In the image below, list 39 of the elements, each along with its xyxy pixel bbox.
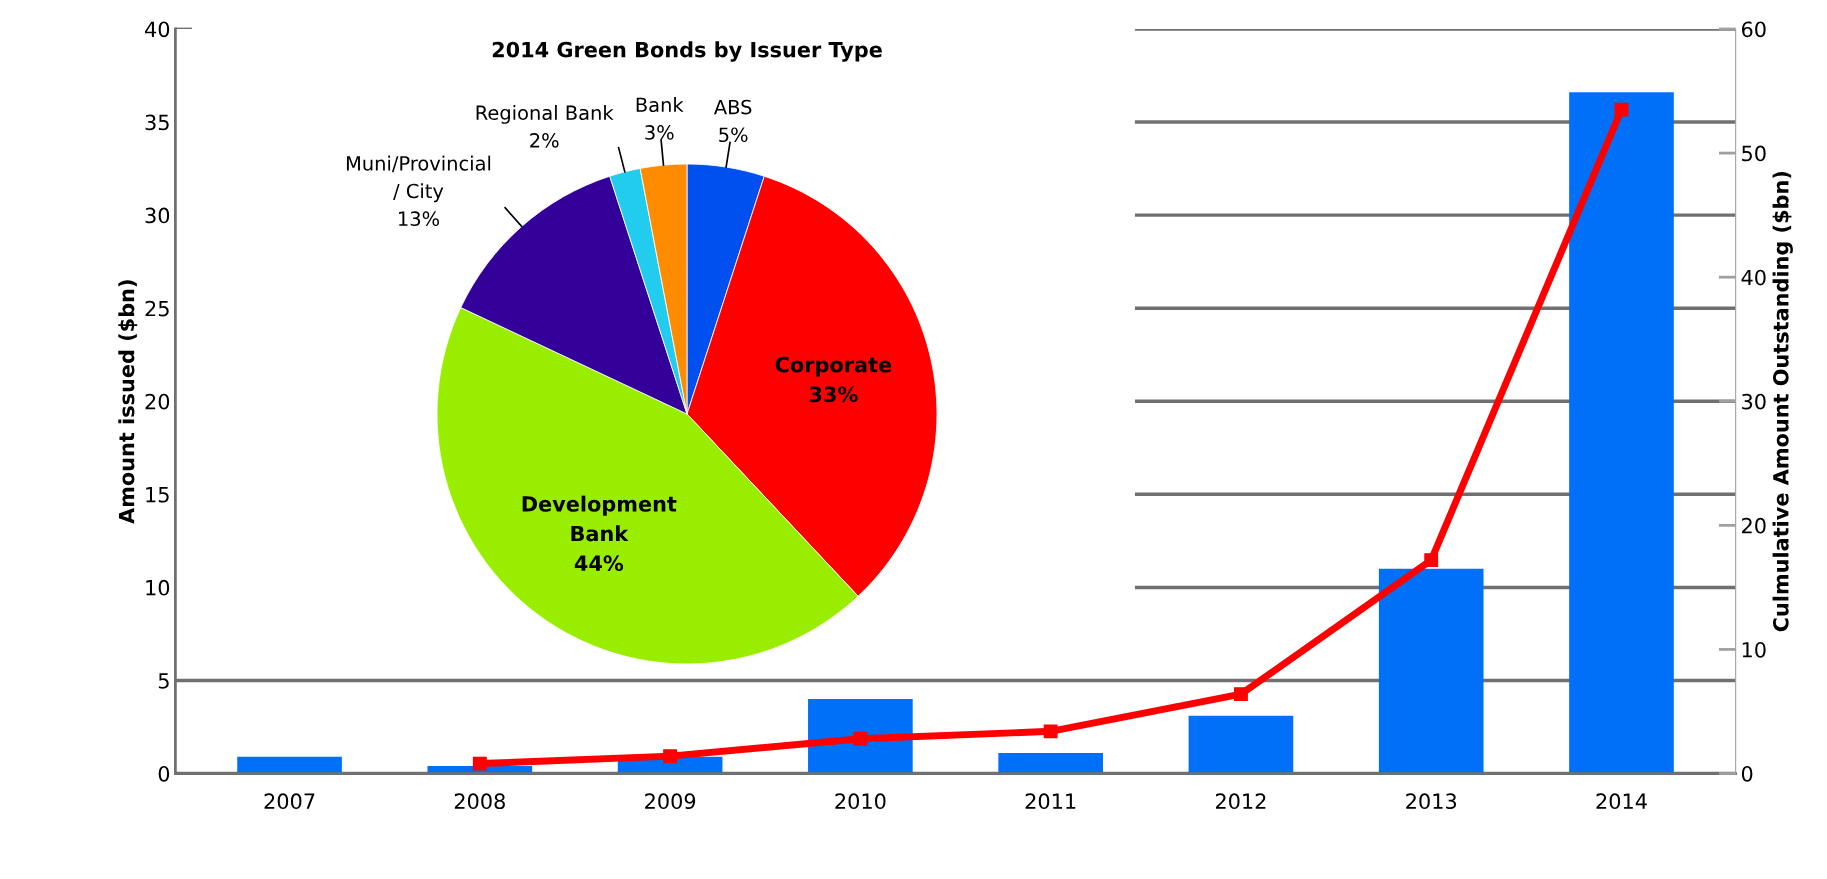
x-tick-label: 2008 — [454, 793, 505, 810]
x-tick-label: 2010 — [835, 793, 886, 810]
y-tick-label: 40 — [145, 21, 170, 38]
y-tick-label: 20 — [145, 393, 170, 410]
y2-tick-label: 40 — [1741, 269, 1766, 286]
y2-tick-label: 20 — [1742, 517, 1766, 534]
data-label: 13% — [399, 211, 440, 227]
y-tick-label: 35 — [145, 114, 169, 131]
y2-axis-title: Culmulative Amount Outstanding ($bn) — [1772, 171, 1793, 632]
x-tick-label: 2009 — [645, 793, 696, 810]
x-tick-label: 2014 — [1596, 793, 1647, 810]
x-tick-label: 2013 — [1406, 793, 1457, 810]
y2-tick-label: 50 — [1742, 145, 1766, 162]
data-label: 2% — [530, 133, 559, 148]
y2-tick-label: 60 — [1741, 21, 1766, 38]
y-axis-title: Amount issued ($bn) — [118, 280, 138, 524]
slice-label: Corporate — [775, 356, 892, 377]
y2-tick-label: 0 — [1741, 765, 1753, 782]
y-tick-label: 5 — [158, 673, 169, 689]
y-tick-label: 0 — [158, 765, 170, 782]
x-tick-label: 2011 — [1025, 793, 1076, 810]
y-tick-label: 15 — [146, 487, 169, 503]
data-label: 5% — [719, 127, 748, 143]
x-tick-label: 2007 — [264, 793, 315, 810]
slice-label: Bank — [636, 97, 684, 113]
y2-tick-label: 10 — [1742, 641, 1766, 658]
slice-label: ABS — [713, 99, 752, 115]
chart-title: 2014 Green Bonds by Issuer Type — [492, 41, 882, 62]
data-label: 3% — [645, 125, 674, 140]
data-label: 33% — [809, 386, 858, 403]
slice-label: Regional Bank — [476, 105, 614, 124]
y-tick-label: 10 — [146, 579, 170, 596]
x-tick-label: 2012 — [1215, 793, 1266, 810]
y2-tick-label: 30 — [1742, 393, 1766, 410]
y-tick-label: 30 — [145, 207, 170, 224]
y-tick-label: 25 — [145, 300, 169, 317]
data-label: 44% — [574, 555, 624, 572]
slice-label: Development Bank — [522, 495, 677, 542]
slice-label: Muni/Provincial / City — [346, 155, 491, 203]
